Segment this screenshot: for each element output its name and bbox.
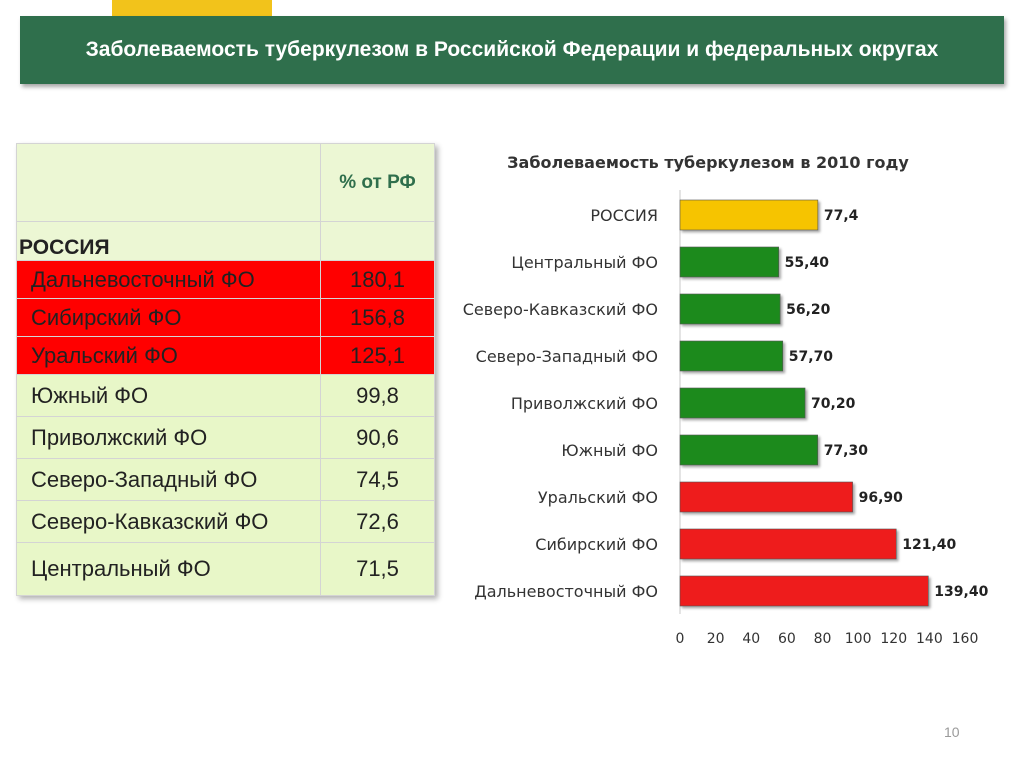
table-row: Дальневосточный ФО 180,1 (16, 260, 435, 299)
region-value-cell: 156,8 (320, 298, 435, 337)
bar (679, 575, 929, 607)
category-label: Приволжский ФО (511, 394, 658, 413)
x-tick-label: 20 (707, 631, 725, 647)
value-label: 77,30 (824, 443, 869, 459)
x-tick-label: 160 (952, 631, 979, 647)
chart-title: Заболеваемость туберкулезом в 2010 году (507, 153, 909, 172)
category-label: Уральский ФО (538, 488, 658, 507)
incidence-bar-chart: Заболеваемость туберкулезом в 2010 году Р… (463, 153, 989, 647)
bar (679, 481, 853, 513)
region-value-cell: 72,6 (320, 500, 435, 543)
bar (679, 246, 779, 278)
value-label: 56,20 (786, 302, 831, 318)
table-row: Приволжский ФО 90,6 (16, 416, 435, 459)
region-value-cell: 99,8 (320, 374, 435, 417)
region-name-cell: Северо-Кавказский ФО (16, 500, 321, 543)
bar (679, 387, 806, 419)
value-label: 77,4 (824, 208, 859, 224)
table-header-row: % от РФ (16, 143, 435, 222)
table-body: Дальневосточный ФО 180,1 Сибирский ФО 156,8… (16, 260, 435, 596)
russia-value-cell (320, 221, 435, 261)
header-empty-cell (16, 143, 321, 222)
value-label: 121,40 (902, 537, 956, 553)
region-value-cell: 90,6 (320, 416, 435, 459)
region-name-cell: Южный ФО (16, 374, 321, 417)
region-name-cell: Северо-Западный ФО (16, 458, 321, 501)
x-tick-label: 80 (814, 631, 832, 647)
category-label: Дальневосточный ФО (474, 582, 658, 601)
region-name-cell: Дальневосточный ФО (16, 260, 321, 299)
x-tick-label: 100 (845, 631, 872, 647)
table-row: Уральский ФО 125,1 (16, 336, 435, 375)
table-row: Центральный ФО 71,5 (16, 542, 435, 596)
category-label: Северо-Западный ФО (476, 347, 658, 366)
value-label: 57,70 (789, 349, 834, 365)
table-row-russia: РОССИЯ (16, 221, 435, 261)
x-tick-label: 0 (676, 631, 685, 647)
category-label: Южный ФО (561, 441, 658, 460)
table-row: Северо-Кавказский ФО 72,6 (16, 500, 435, 543)
slide-title: Заболеваемость туберкулезом в Российской… (20, 16, 1004, 84)
russia-label: РОССИЯ (16, 221, 321, 261)
region-value-cell: 71,5 (320, 542, 435, 596)
x-tick-label: 40 (742, 631, 760, 647)
table-row: Северо-Западный ФО 74,5 (16, 458, 435, 501)
bar (679, 340, 784, 372)
header-percent-cell: % от РФ (320, 143, 435, 222)
incidence-table: % от РФ РОССИЯ Дальневосточный ФО 180,1 Си… (16, 143, 435, 596)
bar (679, 199, 819, 231)
region-name-cell: Уральский ФО (16, 336, 321, 375)
value-label: 139,40 (934, 584, 988, 600)
category-label: Центральный ФО (511, 253, 658, 272)
bar (679, 434, 818, 466)
value-label: 55,40 (785, 255, 830, 271)
x-tick-label: 140 (916, 631, 943, 647)
region-name-cell: Центральный ФО (16, 542, 321, 596)
x-tick-label: 120 (880, 631, 907, 647)
category-label: Северо-Кавказский ФО (463, 300, 658, 319)
bar (679, 528, 897, 560)
region-value-cell: 125,1 (320, 336, 435, 375)
region-value-cell: 74,5 (320, 458, 435, 501)
x-tick-label: 60 (778, 631, 796, 647)
region-name-cell: Сибирский ФО (16, 298, 321, 337)
table-row: Сибирский ФО 156,8 (16, 298, 435, 337)
region-value-cell: 180,1 (320, 260, 435, 299)
table-row: Южный ФО 99,8 (16, 374, 435, 417)
category-label: Сибирский ФО (535, 535, 658, 554)
region-name-cell: Приволжский ФО (16, 416, 321, 459)
value-label: 70,20 (811, 396, 856, 412)
value-label: 96,90 (859, 490, 904, 506)
category-label: РОССИЯ (590, 206, 658, 225)
page-number: 10 (944, 724, 960, 740)
bar (679, 293, 781, 325)
accent-tab (112, 0, 272, 16)
